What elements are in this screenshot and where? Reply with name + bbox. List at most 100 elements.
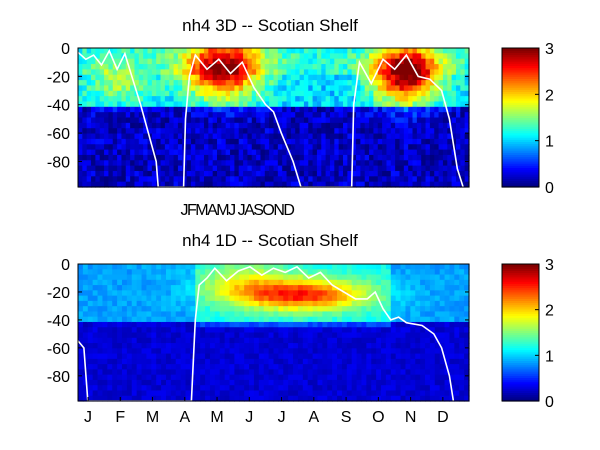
heatmap-cell xyxy=(455,53,461,60)
heatmap-cell xyxy=(195,138,201,145)
heatmap-cell xyxy=(303,138,309,145)
heatmap-cell xyxy=(390,321,397,328)
heatmap-cell xyxy=(78,80,83,87)
heatmap-cell xyxy=(332,269,338,276)
heatmap-cell xyxy=(346,327,353,334)
heatmap-cell xyxy=(297,279,304,286)
heatmap-cell xyxy=(455,181,461,188)
heatmap-cell xyxy=(293,311,299,318)
heatmap-cell xyxy=(454,274,460,281)
heatmap-cell xyxy=(99,112,105,119)
heatmap-cell xyxy=(464,80,470,87)
heatmap-cell xyxy=(151,343,157,349)
heatmap-cell xyxy=(338,176,344,183)
heatmap-cell xyxy=(238,144,244,151)
heatmap-cell xyxy=(165,332,172,339)
heatmap-cell xyxy=(334,144,340,151)
heatmap-cell xyxy=(381,285,387,291)
heatmap-cell xyxy=(130,80,136,87)
heatmap-cell xyxy=(239,395,245,402)
heatmap-cell xyxy=(385,306,392,313)
heatmap-cell xyxy=(429,165,435,172)
heatmap-cell xyxy=(102,321,108,328)
heatmap-cell xyxy=(385,337,392,344)
heatmap-cell xyxy=(156,364,162,370)
heatmap-cell xyxy=(376,274,382,281)
heatmap-cell xyxy=(217,106,222,113)
heatmap-cell xyxy=(360,85,366,92)
heatmap-cell xyxy=(346,285,353,291)
heatmap-cell xyxy=(208,106,214,113)
heatmap-cell xyxy=(399,69,405,76)
heatmap-cell xyxy=(156,122,162,129)
heatmap-cell xyxy=(195,264,201,270)
heatmap-cell xyxy=(425,69,431,76)
heatmap-cell xyxy=(439,353,446,360)
heatmap-cell xyxy=(297,358,304,365)
heatmap-cell xyxy=(199,53,205,60)
heatmap-cell xyxy=(165,306,172,313)
heatmap-cell xyxy=(273,285,279,291)
heatmap-cell xyxy=(146,385,152,392)
heatmap-cell xyxy=(136,374,143,381)
heatmap-cell xyxy=(247,80,253,87)
heatmap-cell xyxy=(136,385,143,392)
heatmap-cell xyxy=(156,160,162,167)
heatmap-cell xyxy=(420,358,426,365)
heatmap-cell xyxy=(175,364,182,370)
heatmap-cell xyxy=(329,106,335,113)
heatmap-cell xyxy=(117,274,123,281)
heatmap-cell xyxy=(385,379,392,386)
heatmap-cell xyxy=(190,138,196,145)
heatmap-cell xyxy=(199,90,205,97)
heatmap-cell xyxy=(214,369,221,376)
heatmap-cell xyxy=(264,117,270,124)
heatmap-cell xyxy=(307,321,314,328)
heatmap-cell xyxy=(447,90,453,97)
heatmap-cell xyxy=(408,138,414,145)
colorbar-swatch xyxy=(502,180,539,184)
heatmap-cell xyxy=(377,176,383,183)
heatmap-cell xyxy=(347,149,353,156)
colorbar-swatch xyxy=(502,358,539,361)
heatmap-cell xyxy=(230,165,235,172)
heatmap-cell xyxy=(442,144,448,151)
heatmap-cell xyxy=(253,364,260,370)
heatmap-cell xyxy=(386,138,392,145)
heatmap-cell xyxy=(238,170,244,177)
heatmap-cell xyxy=(382,53,388,60)
heatmap-cell xyxy=(390,64,396,70)
heatmap-cell xyxy=(327,343,333,349)
heatmap-cell xyxy=(390,53,396,60)
heatmap-cell xyxy=(107,369,113,376)
heatmap-cell xyxy=(143,58,149,65)
heatmap-cell xyxy=(199,48,205,54)
heatmap-cell xyxy=(429,53,435,60)
heatmap-cell xyxy=(212,170,218,177)
heatmap-cell xyxy=(165,390,172,397)
heatmap-cell xyxy=(117,369,123,376)
heatmap-cell xyxy=(121,101,127,108)
heatmap-cell xyxy=(117,343,123,349)
heatmap-cell xyxy=(288,316,294,323)
heatmap-cell xyxy=(136,300,143,307)
heatmap-cell xyxy=(282,90,288,97)
heatmap-cell xyxy=(141,358,148,365)
heatmap-cell xyxy=(214,279,221,286)
heatmap-cell xyxy=(229,311,235,318)
heatmap-cell xyxy=(277,74,283,81)
heatmap-cell xyxy=(415,364,421,370)
heatmap-cell xyxy=(438,160,444,167)
heatmap-cell xyxy=(381,264,387,270)
heatmap-cell xyxy=(390,170,396,177)
heatmap-cell xyxy=(341,264,348,270)
heatmap-cell xyxy=(459,369,465,376)
heatmap-cell xyxy=(260,160,266,167)
heatmap-cell xyxy=(249,390,255,397)
heatmap-cell xyxy=(400,364,407,370)
heatmap-cell xyxy=(412,144,418,151)
heatmap-cell xyxy=(165,353,172,360)
heatmap-cell xyxy=(316,138,322,145)
colorbar-swatch xyxy=(502,63,539,66)
heatmap-cell xyxy=(317,279,323,286)
